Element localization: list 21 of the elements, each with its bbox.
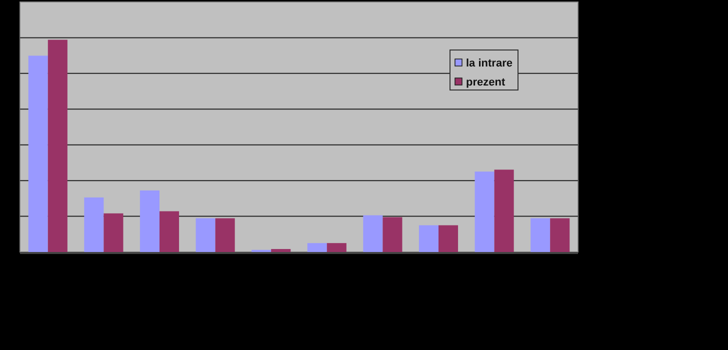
bar xyxy=(326,243,346,252)
bar xyxy=(363,215,383,252)
bar xyxy=(28,56,48,252)
bar xyxy=(48,40,68,252)
bar xyxy=(104,213,124,252)
bar xyxy=(530,218,550,252)
bar xyxy=(438,225,458,252)
bar xyxy=(550,218,570,252)
bar xyxy=(474,172,494,252)
legend-label: prezent xyxy=(466,76,506,88)
bar xyxy=(307,243,327,252)
bar xyxy=(196,218,216,252)
bar xyxy=(271,249,291,252)
bar xyxy=(160,211,180,252)
bar xyxy=(494,170,514,252)
bar xyxy=(418,225,438,252)
bar xyxy=(84,197,104,252)
legend-label: la intrare xyxy=(466,58,512,70)
bar xyxy=(215,218,235,252)
bar xyxy=(382,217,402,252)
bar xyxy=(140,190,160,252)
